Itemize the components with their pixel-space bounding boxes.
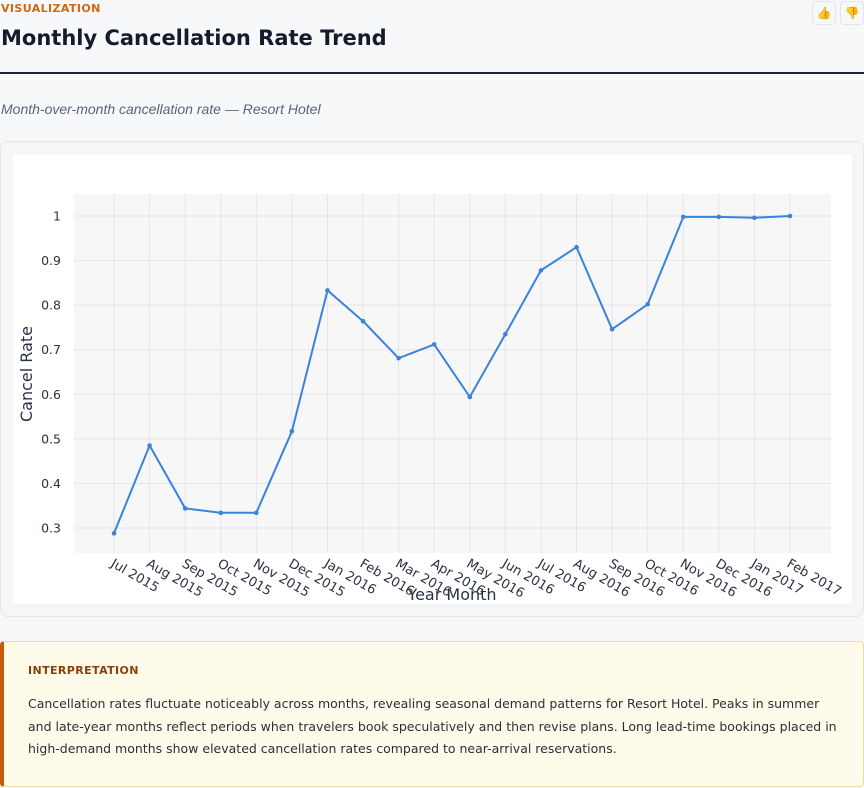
data-point[interactable] <box>752 215 757 221</box>
chart-subtitle: Month-over-month cancellation rate — Res… <box>1 101 321 117</box>
y-tick-label: 0.9 <box>41 253 61 268</box>
y-tick-label: 0.4 <box>41 476 61 491</box>
page-title: Monthly Cancellation Rate Trend <box>1 26 387 50</box>
y-axis-ticks: 0.3 0.4 0.5 0.6 0.7 0.8 0.9 1 <box>41 209 61 536</box>
thumbs-up-icon: 👍 <box>816 6 832 20</box>
data-point[interactable] <box>289 428 295 434</box>
data-point[interactable] <box>325 288 330 293</box>
y-tick-label: 0.3 <box>41 521 61 536</box>
chart-container: 0.3 0.4 0.5 0.6 0.7 0.8 0.9 1 Jul 2015 Aug 2015 S… <box>13 154 852 604</box>
y-tick-label: 0.6 <box>41 387 61 402</box>
thumbs-down-button[interactable]: 👎 <box>840 1 864 25</box>
plot-area <box>74 194 831 553</box>
y-tick-label: 0.5 <box>41 431 61 446</box>
data-point[interactable] <box>538 268 544 273</box>
data-point[interactable] <box>574 244 579 250</box>
data-point[interactable] <box>645 301 650 307</box>
y-tick-label: 0.7 <box>41 342 61 357</box>
data-point[interactable] <box>254 510 259 516</box>
data-point[interactable] <box>147 443 152 448</box>
thumbs-down-icon: 👎 <box>844 6 860 20</box>
data-point[interactable] <box>467 394 473 400</box>
interpretation-panel: INTERPRETATION Cancellation rates fluctu… <box>0 641 864 787</box>
data-point[interactable] <box>182 506 188 511</box>
interpretation-label: INTERPRETATION <box>28 664 139 677</box>
data-point[interactable] <box>218 510 224 516</box>
data-point[interactable] <box>111 531 117 536</box>
data-point[interactable] <box>503 331 508 337</box>
data-point[interactable] <box>396 355 401 361</box>
cancel-rate-line <box>113 215 791 534</box>
interpretation-text: Cancellation rates fluctuate noticeably … <box>28 696 837 756</box>
data-point[interactable] <box>609 326 615 332</box>
feedback-buttons: 👍 👎 <box>812 1 864 25</box>
data-point[interactable] <box>787 213 793 219</box>
title-divider <box>0 72 864 74</box>
chart-card: 0.3 0.4 0.5 0.6 0.7 0.8 0.9 1 Jul 2015 Aug 2015 S… <box>0 141 864 617</box>
thumbs-up-button[interactable]: 👍 <box>812 1 836 25</box>
section-eyebrow: VISUALIZATION <box>1 2 101 15</box>
y-tick-label: 0.8 <box>41 298 61 313</box>
grid-lines <box>74 194 831 553</box>
data-point[interactable] <box>431 342 437 347</box>
data-point[interactable] <box>716 214 722 220</box>
y-tick-label: 1 <box>53 209 61 224</box>
data-point[interactable] <box>680 214 686 220</box>
data-point[interactable] <box>360 318 366 324</box>
x-axis-label: Year Month <box>406 585 496 604</box>
y-axis-label: Cancel Rate <box>17 326 36 422</box>
data-points <box>111 213 793 536</box>
